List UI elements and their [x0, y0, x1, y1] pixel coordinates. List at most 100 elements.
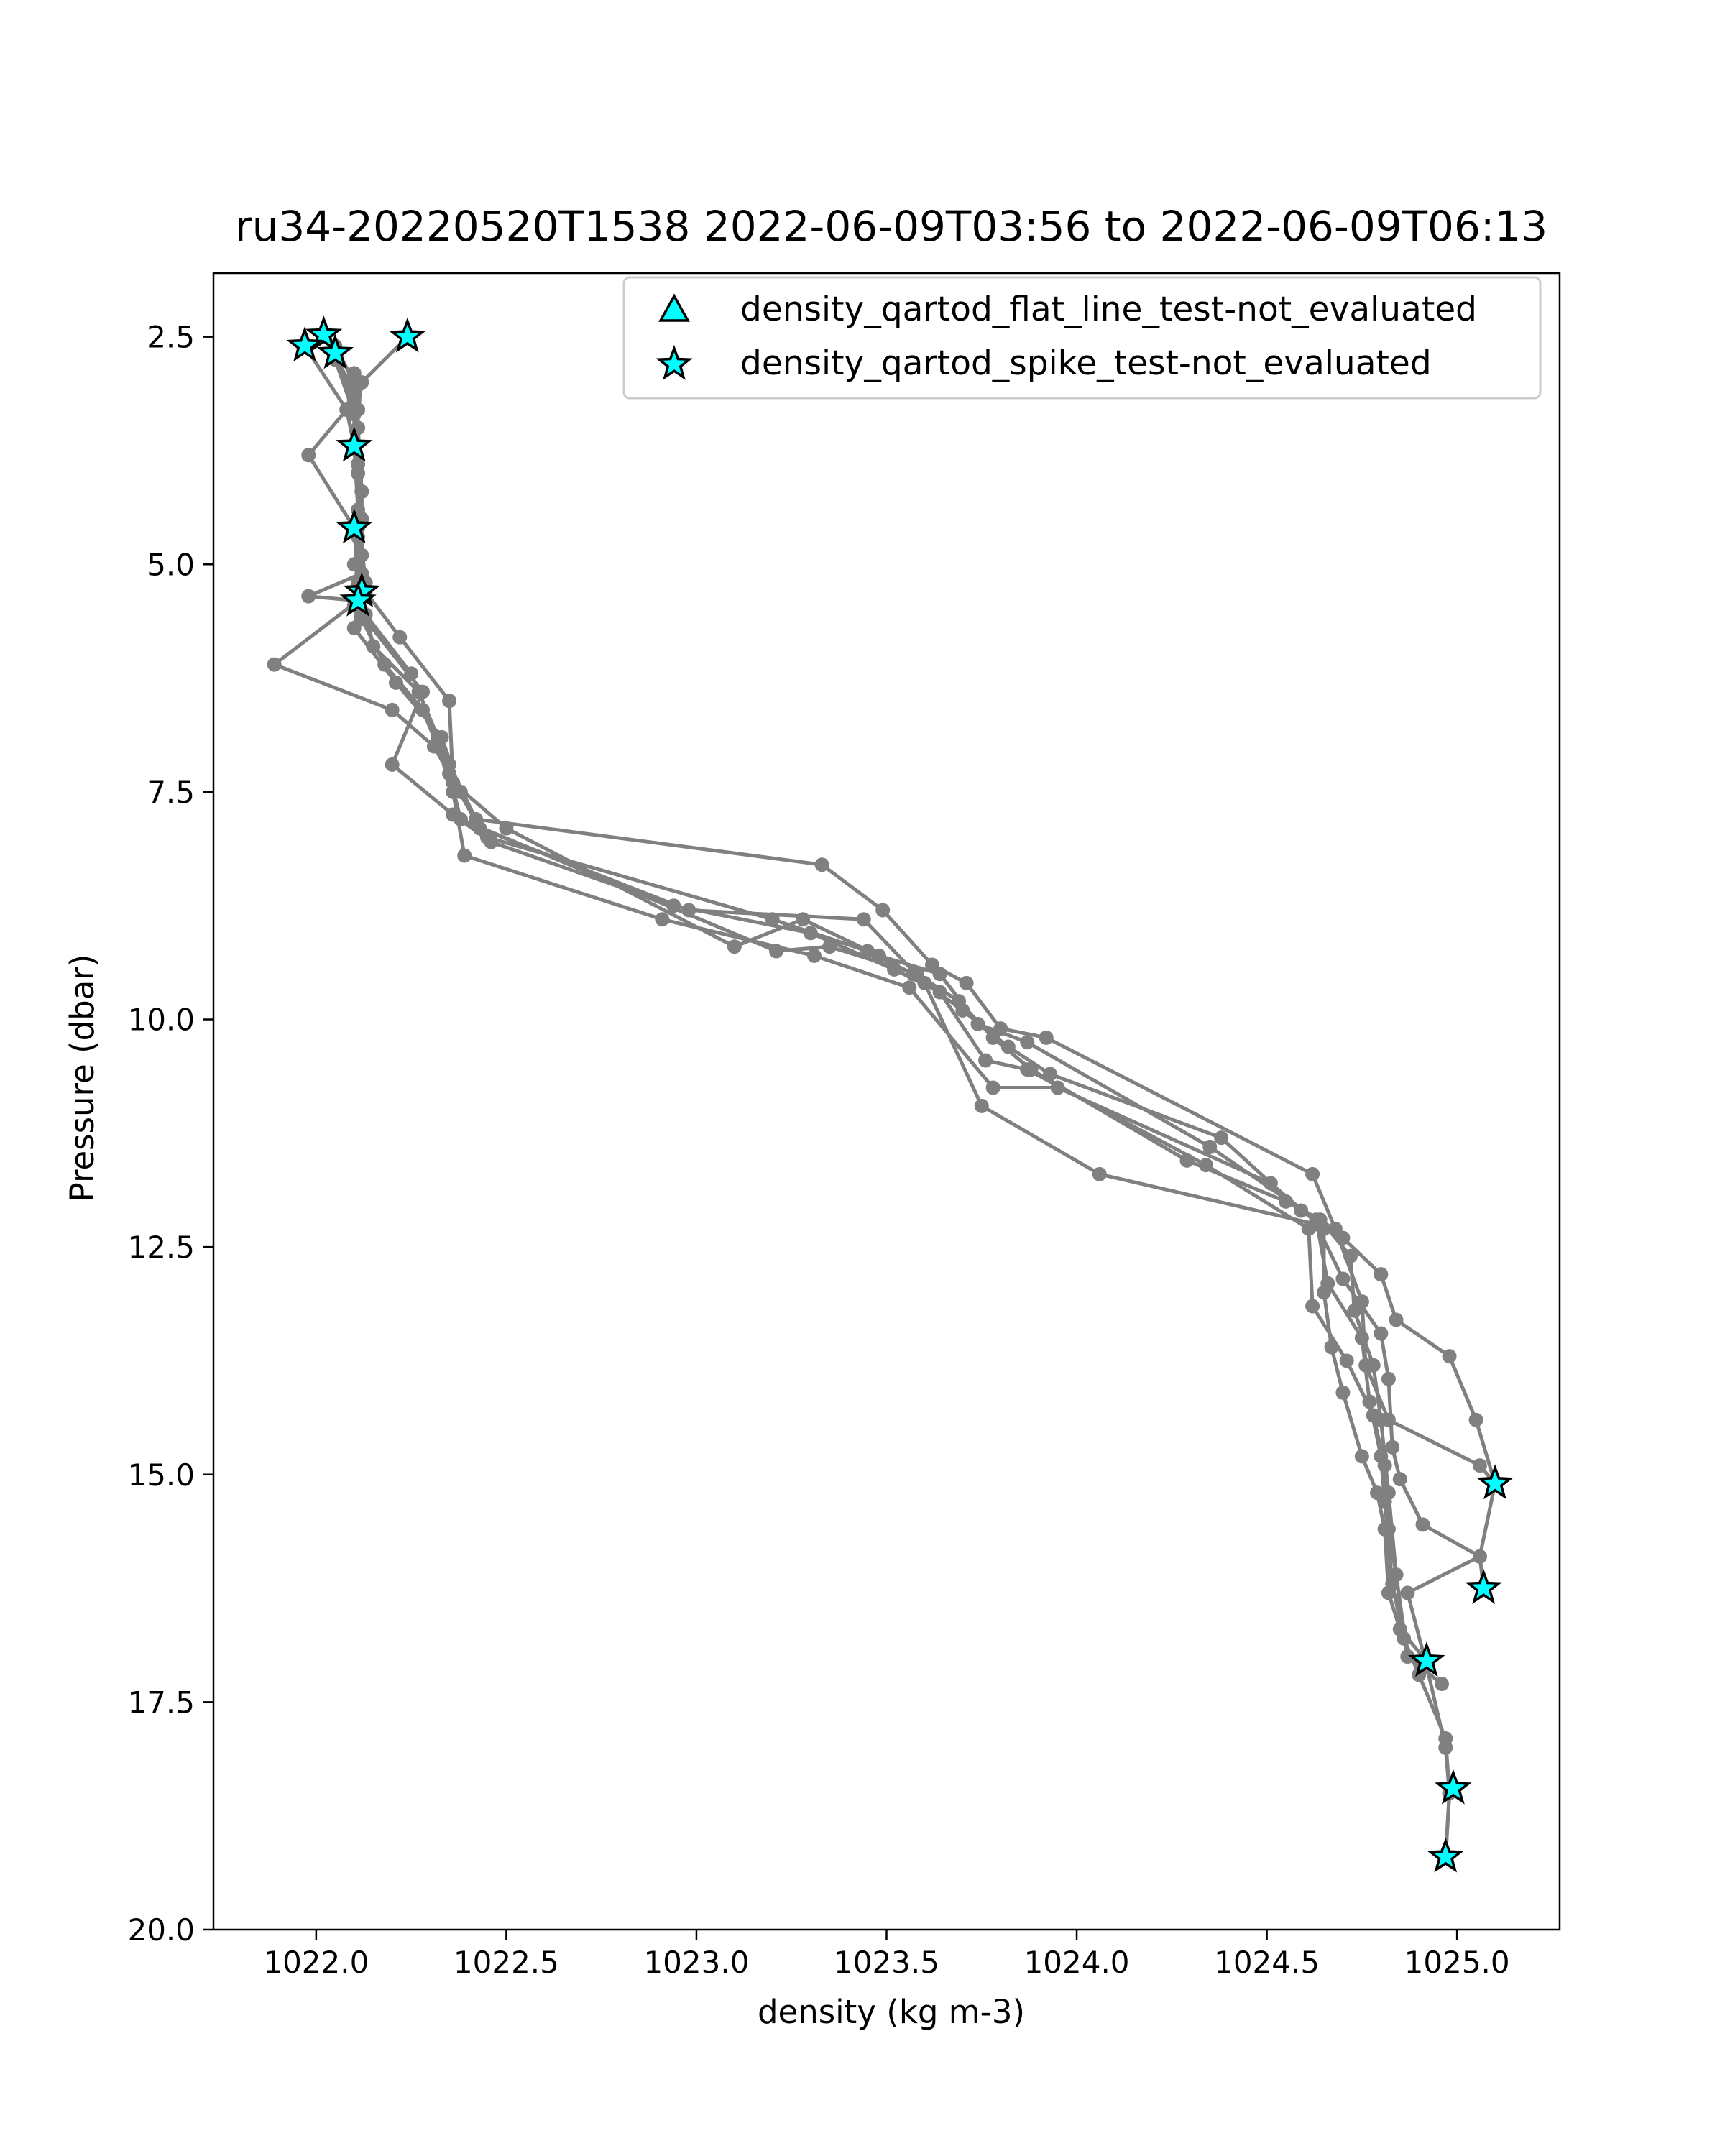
profile-point-6-21 — [1385, 1439, 1400, 1455]
spike-marker-10 — [1465, 1569, 1502, 1604]
y-tick-label: 2.5 — [147, 320, 195, 355]
profile-point-1-7 — [366, 639, 381, 654]
x-tick-label: 1023.5 — [834, 1945, 939, 1980]
profile-point-3-17 — [1179, 1153, 1195, 1168]
profile-point-4-14 — [932, 967, 947, 982]
y-tick-label: 17.5 — [127, 1685, 195, 1720]
profile-point-4-7 — [392, 630, 408, 645]
profile-point-5-14 — [985, 1080, 1000, 1095]
profile-line-4 — [303, 344, 1443, 1685]
spike-marker-6 — [336, 508, 373, 544]
profile-line-3 — [334, 345, 1427, 1663]
profile-point-6-9 — [385, 702, 400, 717]
profile-point-5-16 — [1263, 1176, 1278, 1191]
profile-point-7-7 — [385, 757, 400, 772]
profile-point-5-20 — [1335, 1385, 1351, 1400]
spike-marker-11 — [1408, 1641, 1445, 1677]
profile-point-1-11 — [814, 857, 829, 872]
y-tick-label: 20.0 — [127, 1912, 195, 1948]
profile-point-7-6 — [415, 684, 431, 699]
profile-point-2-21 — [1374, 1267, 1389, 1282]
profile-point-7-9 — [484, 834, 499, 849]
spike-marker-1 — [305, 315, 343, 351]
profile-point-6-12 — [681, 903, 696, 918]
profile-point-4-11 — [727, 939, 742, 954]
legend-entry-label: density_qartod_flat_line_test-not_evalua… — [740, 290, 1477, 329]
spike-marker-3 — [316, 333, 354, 369]
profile-point-7-21 — [1377, 1458, 1392, 1473]
profile-point-6-16 — [1092, 1166, 1107, 1181]
y-tick-label: 7.5 — [147, 775, 195, 810]
y-axis-label: Pressure (dbar) — [63, 954, 101, 1202]
profile-point-3-8 — [415, 702, 431, 717]
spike-marker-4 — [389, 317, 426, 353]
profile-point-5-12 — [806, 948, 822, 963]
x-tick-label: 1023.0 — [643, 1945, 749, 1980]
profile-line-7 — [352, 373, 1452, 1857]
profile-point-1-16 — [1039, 1030, 1054, 1045]
profile-point-4-16 — [1020, 1035, 1035, 1050]
profile-point-7-18 — [1305, 1299, 1320, 1314]
chart-title: ru34-20220520T1538 2022-06-09T03:56 to 2… — [235, 202, 1547, 251]
profile-point-7-24 — [1397, 1631, 1412, 1646]
x-tick-label: 1022.0 — [263, 1945, 369, 1980]
profile-point-3-11 — [769, 944, 784, 959]
profile-point-1-22 — [1472, 1458, 1487, 1473]
y-tick-label: 12.5 — [127, 1230, 195, 1265]
profile-point-5-3 — [301, 448, 316, 463]
y-tick-label: 15.0 — [127, 1457, 195, 1493]
profile-point-4-8 — [442, 694, 457, 709]
profile-point-6-18 — [1335, 1271, 1351, 1286]
profile-point-2-12 — [765, 912, 780, 927]
profile-point-5-13 — [902, 980, 917, 995]
legend: density_qartod_flat_line_test-not_evalua… — [622, 276, 1542, 400]
profile-point-7-12 — [887, 962, 902, 977]
y-tick-label: 10.0 — [127, 1003, 195, 1038]
profile-point-4-10 — [499, 821, 514, 836]
profile-point-6-20 — [1381, 1371, 1396, 1386]
profile-point-7-15 — [1020, 1062, 1035, 1077]
profile-line-1 — [356, 335, 1497, 1857]
profile-line-5 — [306, 354, 1428, 1663]
profile-line-6 — [272, 359, 1486, 1589]
profile-point-2-19 — [1294, 1203, 1309, 1218]
profile-point-3-12 — [822, 939, 837, 954]
profile-point-6-11 — [472, 821, 487, 836]
x-tick-label: 1024.5 — [1214, 1945, 1320, 1980]
profile-point-3-20 — [1343, 1248, 1358, 1263]
profile-point-2-16 — [1000, 1039, 1016, 1054]
profile-point-7-23 — [1389, 1567, 1404, 1583]
profile-point-7-1 — [346, 366, 362, 381]
profile-point-7-16 — [1198, 1158, 1213, 1173]
profile-point-3-14 — [952, 994, 967, 1009]
profile-point-6-23 — [1415, 1517, 1430, 1532]
legend-star-icon — [656, 344, 693, 380]
profile-points — [267, 328, 1503, 1864]
spike-marker-9 — [1476, 1464, 1514, 1500]
profile-point-4-15 — [970, 1016, 985, 1031]
legend-entry-label: density_qartod_spike_test-not_evaluated — [740, 344, 1432, 383]
profile-point-7-17 — [1301, 1221, 1316, 1236]
profile-point-6-24 — [1472, 1549, 1487, 1564]
profile-point-3-18 — [1279, 1194, 1294, 1209]
profile-point-2-17 — [1043, 1067, 1058, 1082]
legend-box — [622, 276, 1542, 400]
spike-marker-13 — [1427, 1837, 1464, 1873]
profile-point-1-25 — [1400, 1585, 1415, 1600]
profile-point-5-10 — [457, 848, 472, 863]
profile-point-6-2 — [346, 407, 362, 422]
profile-point-6-14 — [917, 975, 932, 990]
legend-triangle-icon — [658, 293, 690, 322]
profile-point-6-8 — [267, 657, 282, 672]
profile-point-2-22 — [1389, 1312, 1404, 1327]
profile-point-6-15 — [974, 1098, 989, 1113]
qc-markers — [286, 315, 1514, 1873]
profile-point-6-22 — [1392, 1472, 1407, 1487]
profile-point-2-13 — [860, 944, 875, 959]
profile-point-2-8 — [388, 675, 403, 690]
profile-lines — [272, 333, 1497, 1857]
x-tick-label: 1024.0 — [1024, 1945, 1130, 1980]
profile-point-7-13 — [932, 985, 947, 1000]
spike-marker-5 — [336, 426, 373, 462]
profile-point-3-7 — [377, 657, 392, 672]
